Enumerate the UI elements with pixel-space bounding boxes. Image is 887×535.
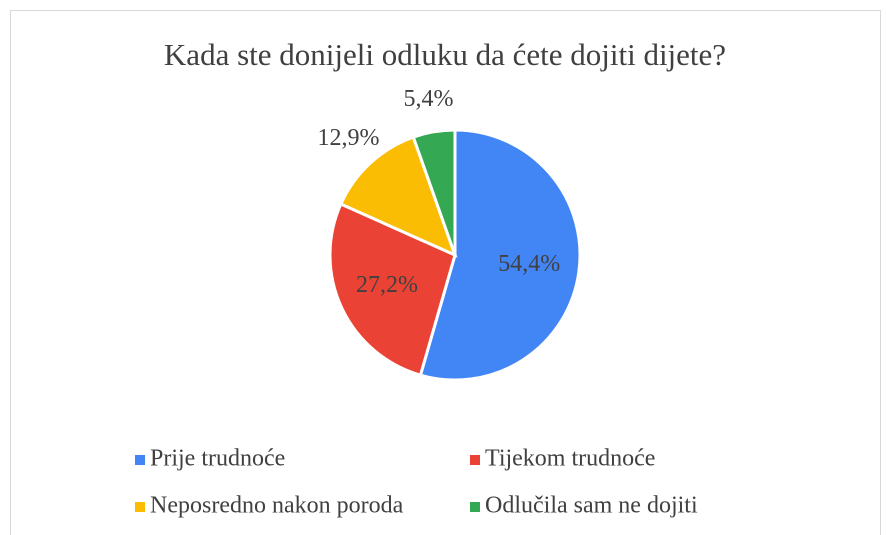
- pie-slice: [411, 128, 457, 256]
- legend-label: Neposredno nakon poroda: [150, 493, 404, 519]
- pie-slice: [338, 135, 458, 258]
- legend-marker: [470, 502, 480, 512]
- data-label: 5,4%: [403, 86, 453, 112]
- legend-marker: [135, 502, 145, 512]
- legend-label: Odlučila sam ne dojiti: [485, 493, 698, 519]
- legend-label: Prije trudnoće: [150, 446, 285, 472]
- legend-marker: [470, 455, 480, 465]
- pie-slice: [418, 128, 582, 382]
- legend-marker: [135, 455, 145, 465]
- data-label: 27,2%: [356, 272, 418, 298]
- legend-label: Tijekom trudnoće: [485, 446, 655, 472]
- data-label: 12,9%: [318, 125, 380, 151]
- data-label: 54,4%: [498, 251, 560, 277]
- chart-frame: [10, 10, 881, 535]
- chart-title: Kada ste donijeli odluku da ćete dojiti …: [164, 37, 726, 72]
- pie-slice: [328, 202, 457, 377]
